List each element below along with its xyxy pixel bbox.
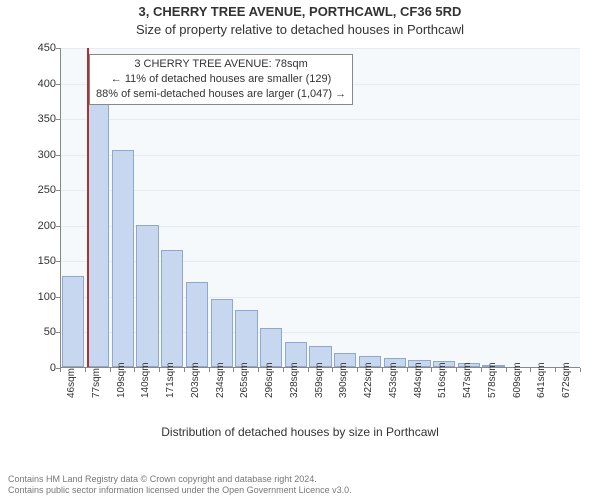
x-tick-mark xyxy=(431,368,432,372)
y-tick-label: 250 xyxy=(28,184,56,196)
x-tick-mark xyxy=(209,368,210,372)
x-tick-mark xyxy=(555,368,556,372)
info-box: 3 CHERRY TREE AVENUE: 78sqm ← 11% of det… xyxy=(89,54,353,105)
x-tick-label: 77sqm xyxy=(91,374,102,398)
y-tick-label: 200 xyxy=(28,220,56,232)
footer: Contains HM Land Registry data © Crown c… xyxy=(8,474,352,497)
x-tick-mark xyxy=(506,368,507,372)
x-tick-mark xyxy=(283,368,284,372)
histogram-bar xyxy=(112,150,134,367)
chart-area: Number of detached properties 0501001502… xyxy=(0,42,600,437)
bar-slot xyxy=(457,48,482,367)
bar-slot xyxy=(358,48,383,367)
x-tick-label: 359sqm xyxy=(314,374,325,398)
bar-slot xyxy=(382,48,407,367)
x-tick-mark xyxy=(110,368,111,372)
x-tick-label: 109sqm xyxy=(116,374,127,398)
x-tick-label: 547sqm xyxy=(462,374,473,398)
x-tick-label: 578sqm xyxy=(487,374,498,398)
footer-line1: Contains HM Land Registry data © Crown c… xyxy=(8,474,352,485)
x-tick-mark xyxy=(530,368,531,372)
x-tick-mark xyxy=(85,368,86,372)
info-box-line1: 3 CHERRY TREE AVENUE: 78sqm xyxy=(96,57,346,72)
bar-slot xyxy=(481,48,506,367)
y-tick-label: 450 xyxy=(28,42,56,54)
y-tick-label: 100 xyxy=(28,291,56,303)
histogram-bar xyxy=(235,310,257,367)
histogram-bar xyxy=(186,282,208,367)
x-tick-mark xyxy=(382,368,383,372)
x-tick-mark xyxy=(233,368,234,372)
x-tick-mark xyxy=(159,368,160,372)
histogram-bar xyxy=(62,276,84,367)
x-tick-mark xyxy=(332,368,333,372)
footer-line2: Contains public sector information licen… xyxy=(8,485,352,496)
plot-area: 3 CHERRY TREE AVENUE: 78sqm ← 11% of det… xyxy=(60,48,580,368)
histogram-bar xyxy=(136,225,158,367)
x-tick-label: 516sqm xyxy=(437,374,448,398)
x-tick-label: 171sqm xyxy=(165,374,176,398)
x-tick-label: 296sqm xyxy=(264,374,275,398)
bar-slot xyxy=(432,48,457,367)
y-tick-label: 150 xyxy=(28,255,56,267)
x-tick-mark xyxy=(258,368,259,372)
bar-slot xyxy=(531,48,556,367)
x-tick-mark xyxy=(407,368,408,372)
x-tick-mark xyxy=(357,368,358,372)
bar-slot xyxy=(407,48,432,367)
x-tick-label: 390sqm xyxy=(338,374,349,398)
chart-title: 3, CHERRY TREE AVENUE, PORTHCAWL, CF36 5… xyxy=(0,0,600,21)
y-tick-label: 300 xyxy=(28,149,56,161)
y-tick-label: 50 xyxy=(28,326,56,338)
x-tick-mark xyxy=(481,368,482,372)
x-tick-mark xyxy=(456,368,457,372)
histogram-bar xyxy=(161,250,183,367)
x-axis-label: Distribution of detached houses by size … xyxy=(0,425,600,439)
histogram-bar xyxy=(87,104,109,367)
chart-container: 3, CHERRY TREE AVENUE, PORTHCAWL, CF36 5… xyxy=(0,0,600,500)
x-tick-label: 672sqm xyxy=(561,374,572,398)
x-tick-label: 46sqm xyxy=(66,374,77,398)
x-tick-mark xyxy=(580,368,581,372)
histogram-bar xyxy=(260,328,282,367)
x-tick-label: 484sqm xyxy=(413,374,424,398)
bar-slot xyxy=(61,48,86,367)
x-tick-label: 453sqm xyxy=(388,374,399,398)
info-box-line2: ← 11% of detached houses are smaller (12… xyxy=(96,72,346,87)
x-tick-mark xyxy=(134,368,135,372)
y-tick-label: 400 xyxy=(28,78,56,90)
x-tick-label: 641sqm xyxy=(536,374,547,398)
x-tick-label: 265sqm xyxy=(239,374,250,398)
x-tick-mark xyxy=(184,368,185,372)
chart-subtitle: Size of property relative to detached ho… xyxy=(0,21,600,39)
x-tick-mark xyxy=(308,368,309,372)
bar-slot xyxy=(506,48,531,367)
x-tick-mark xyxy=(60,368,61,372)
x-tick-label: 140sqm xyxy=(140,374,151,398)
x-tick-label: 234sqm xyxy=(215,374,226,398)
histogram-bar xyxy=(211,299,233,367)
y-tick-label: 0 xyxy=(28,362,56,374)
bar-slot xyxy=(555,48,580,367)
x-tick-label: 609sqm xyxy=(512,374,523,398)
info-box-line3: 88% of semi-detached houses are larger (… xyxy=(96,87,346,102)
x-tick-label: 203sqm xyxy=(190,374,201,398)
y-tick-label: 350 xyxy=(28,113,56,125)
x-tick-label: 422sqm xyxy=(363,374,374,398)
x-tick-label: 328sqm xyxy=(289,374,300,398)
